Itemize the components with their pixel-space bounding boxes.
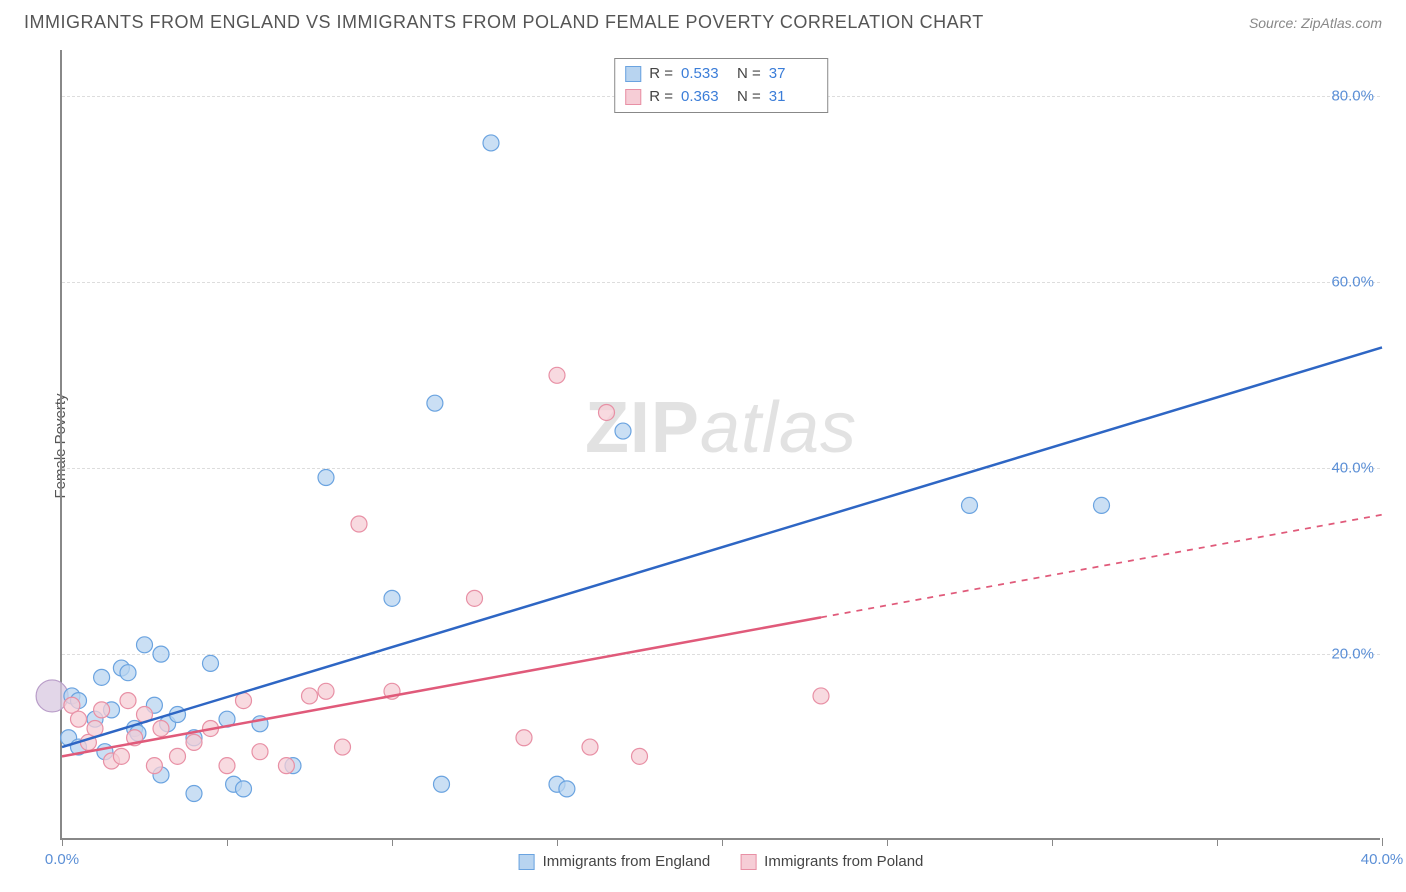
scatter-point-poland [467,590,483,606]
n-value-poland: 31 [769,86,817,109]
r-value-poland: 0.363 [681,86,729,109]
scatter-point-poland [153,720,169,736]
scatter-point-poland [582,739,598,755]
scatter-point-poland [549,367,565,383]
n-label: N = [737,86,761,109]
extra-marker [36,680,68,712]
regression-line-dashed-poland [821,515,1382,618]
scatter-point-england [962,497,978,513]
correlation-stats-box: R = 0.533 N = 37 R = 0.363 N = 31 [614,58,828,113]
scatter-point-poland [170,748,186,764]
r-label: R = [649,63,673,86]
scatter-point-england [427,395,443,411]
scatter-point-england [318,470,334,486]
scatter-point-poland [302,688,318,704]
source-label: Source: [1249,15,1297,31]
scatter-point-poland [335,739,351,755]
scatter-point-england [434,776,450,792]
scatter-svg [62,50,1380,838]
scatter-point-england [94,669,110,685]
x-tick-label: 40.0% [1361,851,1404,868]
legend-label-england: Immigrants from England [543,853,711,870]
x-tick-mark [1217,838,1218,846]
legend: Immigrants from England Immigrants from P… [519,853,924,870]
n-value-england: 37 [769,63,817,86]
source-attribution: Source: ZipAtlas.com [1249,15,1382,31]
scatter-point-poland [632,748,648,764]
scatter-point-england [153,646,169,662]
scatter-point-england [559,781,575,797]
scatter-point-england [1094,497,1110,513]
scatter-point-poland [146,758,162,774]
scatter-point-poland [278,758,294,774]
legend-item-england: Immigrants from England [519,853,711,870]
scatter-point-england [120,665,136,681]
legend-item-poland: Immigrants from Poland [740,853,923,870]
n-label: N = [737,63,761,86]
x-tick-mark [1052,838,1053,846]
r-value-england: 0.533 [681,63,729,86]
scatter-point-poland [219,758,235,774]
x-tick-mark [62,838,63,846]
stats-row-poland: R = 0.363 N = 31 [625,86,817,109]
plot-area: ZIPatlas 20.0%40.0%60.0%80.0% 0.0%40.0% … [60,50,1380,840]
scatter-point-poland [252,744,268,760]
scatter-point-england [203,655,219,671]
scatter-point-england [137,637,153,653]
scatter-point-england [186,786,202,802]
scatter-point-poland [120,693,136,709]
source-name: ZipAtlas.com [1301,15,1382,31]
scatter-point-poland [351,516,367,532]
stats-row-england: R = 0.533 N = 37 [625,63,817,86]
legend-label-poland: Immigrants from Poland [764,853,923,870]
x-tick-mark [392,838,393,846]
swatch-england [625,66,641,82]
chart-title: IMMIGRANTS FROM ENGLAND VS IMMIGRANTS FR… [24,12,984,33]
scatter-point-poland [318,683,334,699]
scatter-point-england [483,135,499,151]
legend-swatch-england [519,854,535,870]
scatter-point-poland [71,711,87,727]
x-tick-mark [227,838,228,846]
scatter-point-poland [94,702,110,718]
x-tick-mark [722,838,723,846]
scatter-point-poland [599,404,615,420]
scatter-point-england [236,781,252,797]
x-tick-mark [887,838,888,846]
scatter-point-poland [813,688,829,704]
swatch-poland [625,89,641,105]
x-tick-mark [557,838,558,846]
scatter-point-poland [113,748,129,764]
scatter-point-england [384,590,400,606]
scatter-point-england [615,423,631,439]
x-tick-label: 0.0% [45,851,79,868]
x-tick-mark [1382,838,1383,846]
regression-line-england [62,347,1382,747]
legend-swatch-poland [740,854,756,870]
r-label: R = [649,86,673,109]
scatter-point-poland [516,730,532,746]
scatter-point-poland [186,734,202,750]
chart-header: IMMIGRANTS FROM ENGLAND VS IMMIGRANTS FR… [0,0,1406,41]
regression-line-poland [62,617,821,756]
